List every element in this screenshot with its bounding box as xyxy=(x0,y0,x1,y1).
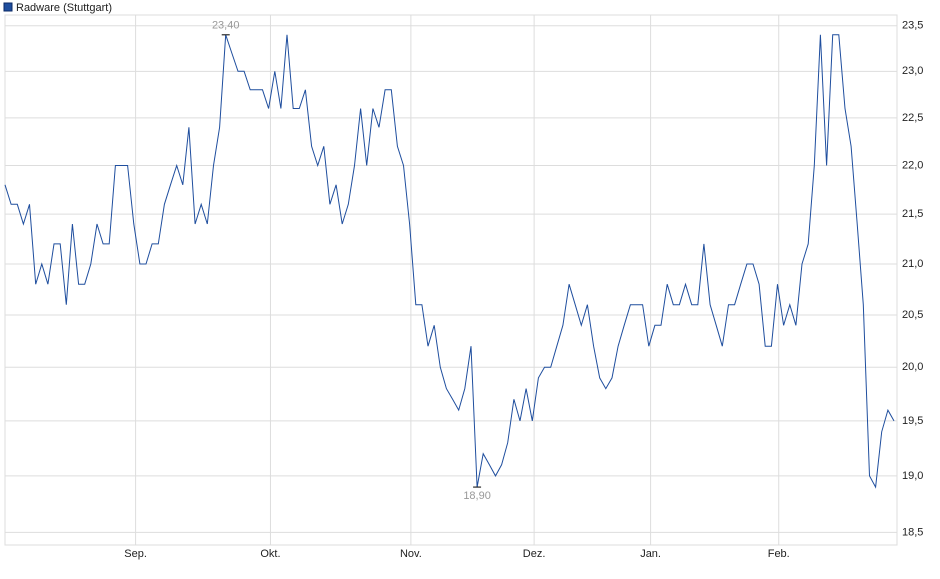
plot-area xyxy=(4,14,898,546)
annotation-label: 23,40 xyxy=(212,20,240,32)
price-line xyxy=(4,34,895,489)
x-tick-label: Dez. xyxy=(523,548,546,560)
x-tick-label: Feb. xyxy=(768,548,790,560)
y-tick-label: 20,0 xyxy=(902,361,923,373)
x-tick-label: Jan. xyxy=(640,548,661,560)
y-tick-label: 23,5 xyxy=(902,20,923,32)
y-tick-label: 23,0 xyxy=(902,65,923,77)
x-tick-label: Nov. xyxy=(400,548,422,560)
y-tick-label: 18,5 xyxy=(902,526,923,538)
annotation-label: 18,90 xyxy=(463,490,491,502)
y-tick-label: 19,5 xyxy=(902,415,923,427)
y-tick-label: 22,5 xyxy=(902,112,923,124)
legend-label: Radware (Stuttgart) xyxy=(16,2,112,14)
y-tick-label: 21,5 xyxy=(902,208,923,220)
y-tick-label: 20,5 xyxy=(902,309,923,321)
legend-swatch xyxy=(3,2,13,12)
x-tick-label: Okt. xyxy=(260,548,280,560)
x-tick-label: Sep. xyxy=(124,548,147,560)
y-tick-label: 21,0 xyxy=(902,258,923,270)
y-tick-label: 19,0 xyxy=(902,470,923,482)
y-tick-label: 22,0 xyxy=(902,159,923,171)
